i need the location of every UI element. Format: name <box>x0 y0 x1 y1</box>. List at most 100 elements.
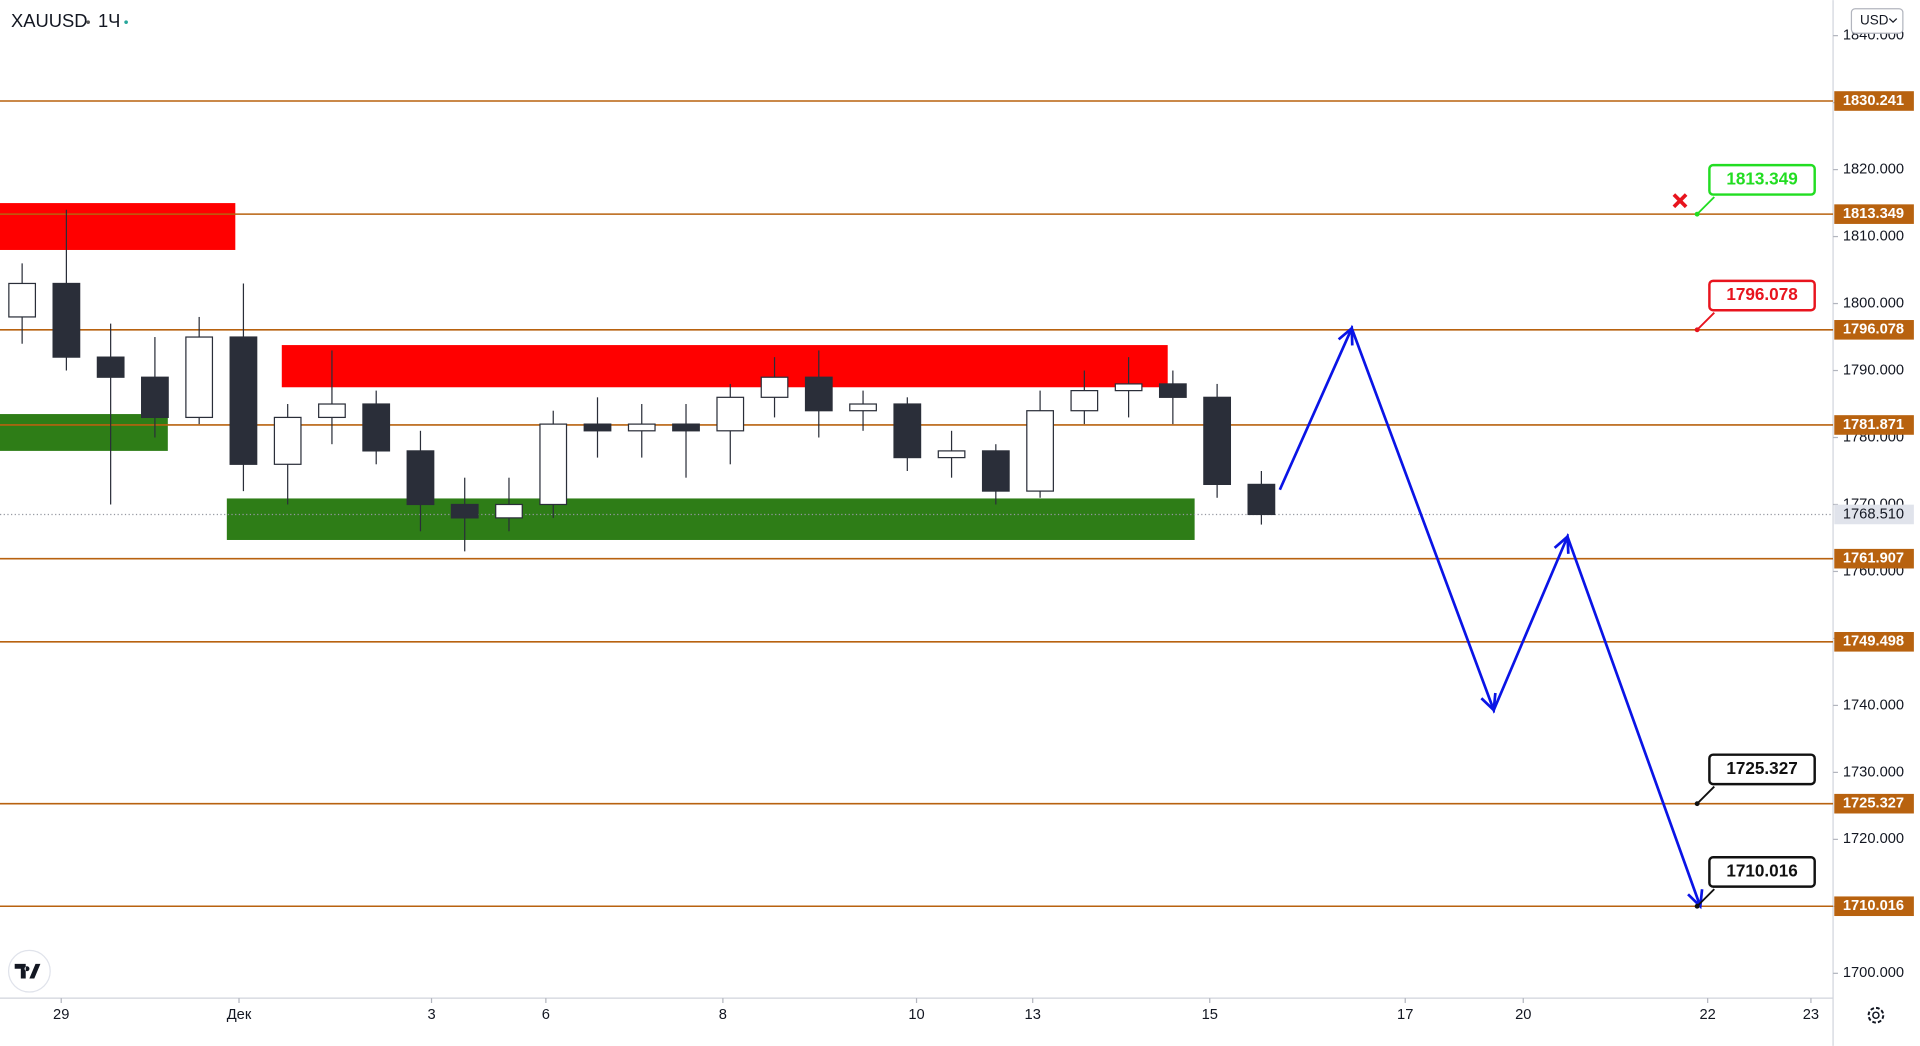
candle <box>1114 357 1143 418</box>
candle <box>1070 370 1099 425</box>
candle <box>1203 383 1232 498</box>
level-label-box <box>1834 793 1914 814</box>
x-tick-label: 6 <box>542 1007 550 1023</box>
callout-label: 1796.078 <box>1726 284 1797 304</box>
arrowhead <box>1553 533 1570 554</box>
status-dot <box>124 20 128 25</box>
candle <box>760 357 789 418</box>
candle-body <box>229 336 258 465</box>
symbol: XAUUSD <box>11 10 88 31</box>
y-tick-label: 1730.000 <box>1843 764 1904 780</box>
callout-label: 1725.327 <box>1726 758 1797 778</box>
callout-pointer <box>1696 888 1715 907</box>
candle <box>583 397 612 458</box>
current-price-box <box>1834 504 1914 525</box>
candle <box>893 397 922 471</box>
level-label: 1813.349 <box>1843 206 1904 222</box>
x-tick-label: 8 <box>719 1007 727 1023</box>
arrowhead <box>1687 889 1704 910</box>
candle <box>1026 390 1054 498</box>
candle-body <box>141 376 169 419</box>
candle-body <box>937 450 966 459</box>
x-tick-label: 29 <box>53 1007 69 1023</box>
candle-body <box>52 282 81 358</box>
candle-body <box>273 416 302 465</box>
candle-body <box>627 423 656 432</box>
x-tick-label: 13 <box>1025 1007 1041 1023</box>
callout-label: 1710.016 <box>1726 860 1797 880</box>
current-price-label: 1768.510 <box>1843 506 1904 522</box>
candle-body <box>583 423 612 432</box>
logo-circle[interactable] <box>7 949 51 993</box>
candle <box>141 337 169 438</box>
interval: 1Ч <box>98 10 120 31</box>
x-tick-label: 23 <box>1803 1007 1819 1023</box>
candle-body <box>716 396 745 432</box>
currency-box[interactable] <box>1850 8 1904 34</box>
tradingview-logo[interactable] <box>7 949 51 993</box>
candle-body <box>1114 383 1143 392</box>
level-label: 1710.016 <box>1843 898 1904 914</box>
candle <box>937 430 966 478</box>
candle <box>804 350 833 438</box>
level-label-box <box>1834 632 1914 652</box>
x-tick-label: 17 <box>1397 1007 1413 1023</box>
arrowhead <box>1480 692 1497 714</box>
currency-button[interactable]: USD <box>1850 8 1904 34</box>
currency-label[interactable]: USD <box>1860 13 1889 28</box>
x-tick-label: 20 <box>1515 1007 1531 1023</box>
candle <box>1247 470 1276 525</box>
candle-body <box>318 403 346 419</box>
candle <box>716 383 745 465</box>
candle-body <box>1026 410 1054 492</box>
level-label: 1725.327 <box>1843 796 1904 812</box>
candle-body <box>1203 396 1232 485</box>
candle-body <box>406 450 435 506</box>
settings-button[interactable] <box>1867 1006 1885 1024</box>
arrowhead <box>1337 325 1354 346</box>
callout-box <box>1708 279 1816 312</box>
y-tick-label: 1810.000 <box>1843 228 1904 244</box>
level-label-box <box>1834 415 1914 435</box>
candle-body <box>539 423 568 506</box>
level-label: 1830.241 <box>1843 93 1904 109</box>
candle-body <box>760 376 789 398</box>
candle <box>495 477 523 532</box>
gear[interactable] <box>1867 1006 1885 1024</box>
candle <box>96 323 125 505</box>
candle-body <box>362 403 391 452</box>
candle-body <box>1247 483 1276 516</box>
candle <box>450 477 479 552</box>
candle <box>318 350 346 445</box>
level-label: 1761.907 <box>1843 551 1904 567</box>
level-label-box <box>1834 896 1914 917</box>
y-tick-label: 1800.000 <box>1843 295 1904 311</box>
candle-body <box>495 503 523 519</box>
logo-mark[interactable] <box>14 963 41 979</box>
x-tick-label: 3 <box>427 1007 435 1023</box>
level-label: 1796.078 <box>1843 322 1904 338</box>
callout-pointer <box>1696 785 1715 805</box>
candle-body <box>1070 390 1099 412</box>
candle <box>362 390 391 465</box>
y-tick-label: 1790.000 <box>1843 362 1904 378</box>
x-tick-label: 10 <box>908 1007 924 1023</box>
x-tick-label: 22 <box>1699 1007 1715 1023</box>
y-tick-label: 1820.000 <box>1843 161 1904 177</box>
candle <box>52 209 81 371</box>
candle-body <box>893 403 922 459</box>
candle-body <box>1158 383 1187 398</box>
callout-box <box>1708 163 1816 196</box>
gear-hub[interactable] <box>1872 1011 1880 1020</box>
candle <box>185 316 214 425</box>
candle-body <box>8 282 37 318</box>
candle-body <box>96 356 125 378</box>
level-label-box <box>1834 204 1914 224</box>
zone <box>0 414 168 451</box>
zone <box>281 345 1168 388</box>
candle <box>627 404 656 458</box>
chevron[interactable] <box>1888 18 1898 24</box>
candle-body <box>804 376 833 412</box>
